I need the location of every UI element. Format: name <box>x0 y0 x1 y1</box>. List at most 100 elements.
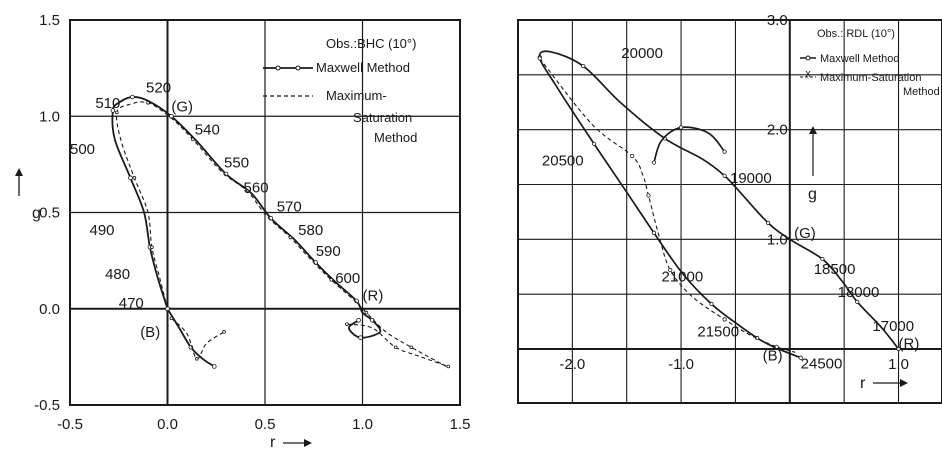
left-series-3-point <box>194 356 199 361</box>
left-series-0-point <box>358 335 363 340</box>
left-y-tick-label: 0.5 <box>39 205 60 222</box>
right-series-0-point <box>709 301 714 307</box>
left-series-1-point <box>146 100 150 105</box>
right-series-1-point <box>630 153 635 159</box>
right-temperature-label: 17000 <box>872 318 914 335</box>
right-y-axis-arrowhead <box>809 126 817 134</box>
right-y-axis-label: g <box>808 186 817 203</box>
left-x-tick-label: -0.5 <box>57 416 83 433</box>
right-temperature-label: 18000 <box>838 284 880 301</box>
left-x-tick-label: 0.5 <box>255 416 276 433</box>
left-wavelength-label: 490 <box>90 222 115 239</box>
right-series-1-line <box>539 58 796 353</box>
right-series-2-point <box>651 160 656 165</box>
right-series-0-point <box>855 299 860 304</box>
left-legend-maxsat-label-1: Maximum- <box>326 88 387 103</box>
right-plot-frame <box>517 19 942 404</box>
left-x-tick-label: 1.5 <box>450 416 471 433</box>
right-series-0-point <box>765 220 771 225</box>
left-y-tick-label: 0.0 <box>39 301 60 318</box>
left-series-0-point <box>356 317 361 323</box>
left-legend: Obs.:BHC (10°) Maxwell Method Maximum- S… <box>263 36 417 145</box>
left-series-1-line <box>115 101 447 367</box>
left-series-4-point <box>393 345 398 350</box>
left-legend-maxwell-label: Maxwell Method <box>316 60 410 75</box>
left-x-axis-arrowhead <box>304 439 312 447</box>
right-x-tick-label: -2.0 <box>559 356 585 373</box>
left-series-3-point <box>222 330 226 334</box>
left-legend-maxsat-label-3: Method <box>374 130 417 145</box>
left-series-1-point <box>245 189 250 194</box>
right-temperature-label: 18500 <box>814 261 856 278</box>
right-series-2-point <box>678 125 684 130</box>
right-x-tick-label: 1.0 <box>888 356 909 373</box>
left-series-2-point <box>165 306 170 312</box>
right-x-axis-arrowhead <box>900 379 908 387</box>
left-x-tick-label: 0.0 <box>157 416 178 433</box>
left-wavelength-label: (G) <box>171 99 193 116</box>
left-observer-label: Obs.:BHC (10°) <box>326 36 416 51</box>
left-x-tick-label: 1.0 <box>352 416 373 433</box>
left-y-tick-label: -0.5 <box>34 397 60 414</box>
right-series-0-point <box>798 355 803 360</box>
right-temperature-label: 21500 <box>697 323 739 340</box>
left-series-0-point <box>110 108 116 113</box>
right-x-axis-label: r <box>860 375 866 392</box>
left-wavelength-label: 580 <box>298 222 323 239</box>
right-legend-maxsat-marker: x <box>805 68 811 80</box>
left-series-3-line <box>171 317 225 360</box>
left-wavelength-label: 540 <box>195 122 220 139</box>
left-x-axis-label: r <box>270 434 276 451</box>
left-series-3-point <box>169 316 174 321</box>
right-series-0-point <box>651 230 656 235</box>
right-temperature-label: (G) <box>794 225 816 242</box>
right-legend: Obs.: RDL (10°) Maxwell Method x Maximum… <box>800 28 940 98</box>
right-series-0-point <box>820 256 825 262</box>
left-y-axis-arrowhead <box>15 168 23 176</box>
right-temperature-label: 24500 <box>801 355 843 372</box>
right-legend-maxsat-label-2: Method <box>903 86 940 98</box>
right-temperature-label: (B) <box>763 348 783 365</box>
right-series-2-line <box>653 126 726 163</box>
right-temperature-label: 19000 <box>730 170 772 187</box>
left-series-1-point <box>132 176 137 180</box>
right-series-1-point <box>537 56 542 61</box>
left-legend-maxsat-label-2: Saturation <box>353 110 412 125</box>
right-y-tick-label: 2.0 <box>767 122 788 139</box>
left-series-0-point <box>128 175 133 181</box>
right-series-0-point <box>722 173 727 178</box>
left-series-1-point <box>115 110 119 115</box>
left-wavelength-label: 510 <box>95 95 120 112</box>
left-series-4-point <box>446 364 451 369</box>
right-temperature-label: 20500 <box>542 152 584 169</box>
left-wavelength-label: 500 <box>70 141 95 158</box>
left-series-2-line <box>166 308 215 368</box>
left-wavelength-label: 600 <box>335 270 360 287</box>
left-wavelength-label: 470 <box>119 295 144 312</box>
left-wavelength-label: 590 <box>316 243 341 260</box>
right-series-1-point <box>722 317 727 322</box>
right-series-0-point <box>896 346 901 352</box>
left-wavelength-label: 520 <box>146 79 171 96</box>
right-series-1-point <box>646 193 651 198</box>
left-wavelength-label: (R) <box>363 287 384 304</box>
right-observer-label: Obs.: RDL (10°) <box>817 28 895 40</box>
left-series-1-point <box>329 278 334 282</box>
left-y-tick-label: 1.0 <box>39 108 60 125</box>
right-y-tick-label: 3.0 <box>767 12 788 29</box>
right-series-0-point <box>592 141 597 147</box>
left-series-1-point <box>150 245 154 249</box>
left-series-2-point <box>212 364 217 369</box>
left-legend-maxwell-marker <box>295 65 301 71</box>
left-wavelength-label: 570 <box>277 199 302 216</box>
left-wavelength-label: (B) <box>140 324 160 341</box>
right-legend-maxwell-marker <box>805 55 811 61</box>
right-legend-maxwell-label: Maxwell Method <box>820 53 899 65</box>
left-series-1-point <box>191 137 195 142</box>
left-y-axis-label: g <box>32 205 41 222</box>
right-temperature-label: 20000 <box>621 45 663 62</box>
right-temperature-label: 21000 <box>662 269 704 286</box>
left-wavelength-label: 550 <box>224 154 249 171</box>
right-y-tick-label: 1.0 <box>767 231 788 248</box>
